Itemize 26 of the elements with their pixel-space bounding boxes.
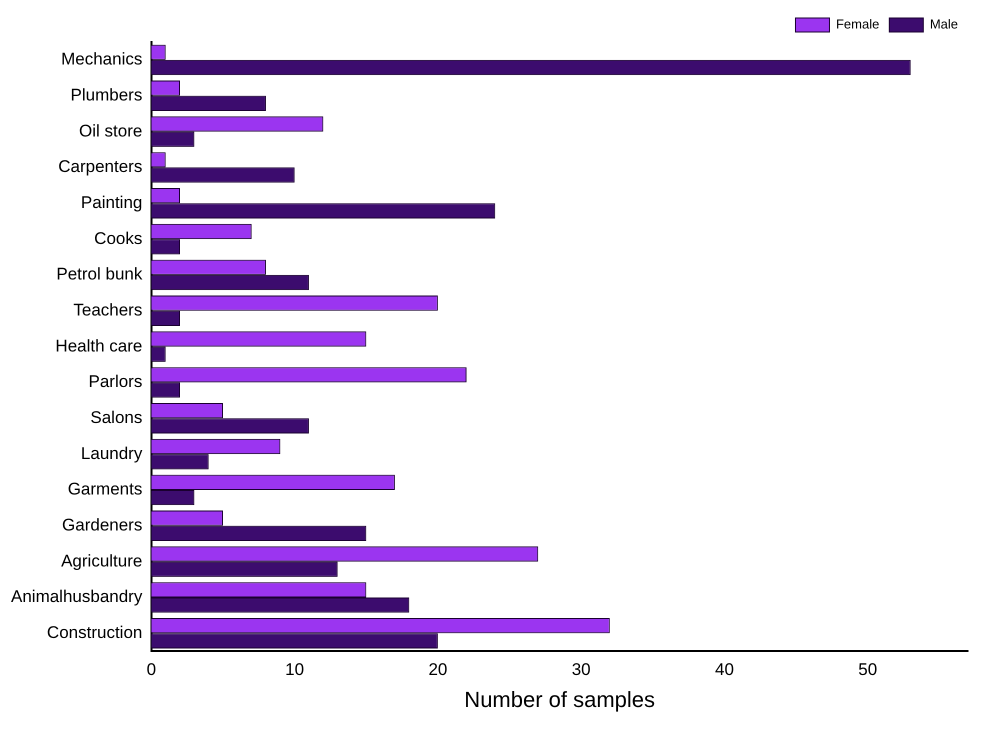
x-tick-label: 10 [285,660,304,680]
y-tick-label: Health care [55,336,142,356]
y-tick-label: Plumbers [70,85,142,104]
y-tick-label: Garments [68,480,142,499]
y-tick-label: Carpenters [58,157,142,176]
y-tick-label: Mechanics [61,50,142,69]
x-tick-label: 40 [714,660,734,680]
legend-label: Male [930,16,958,32]
y-tick-label: Laundry [80,444,143,463]
x-tick-label: 50 [858,660,878,680]
y-tick-label: Animalhusbandry [10,587,143,606]
y-tick-label: Gardeners [62,515,142,534]
y-tick-label: Petrol bunk [56,264,143,284]
x-tick-label: 30 [572,660,591,680]
y-tick-label: Construction [46,622,142,642]
y-tick-label: Teachers [73,300,142,320]
y-tick-label: Painting [80,192,142,212]
y-tick-label: Agriculture [61,551,142,570]
y-tick-label: Cooks [94,228,142,248]
legend-label: Female [836,16,880,32]
x-tick-label: 20 [428,660,448,680]
y-tick-label: Salons [90,408,142,427]
y-tick-label: Parlors [88,372,142,392]
x-axis-title: Number of samples [464,686,656,712]
y-tick-label: Oil store [79,121,142,140]
x-tick-label: 0 [146,660,156,680]
